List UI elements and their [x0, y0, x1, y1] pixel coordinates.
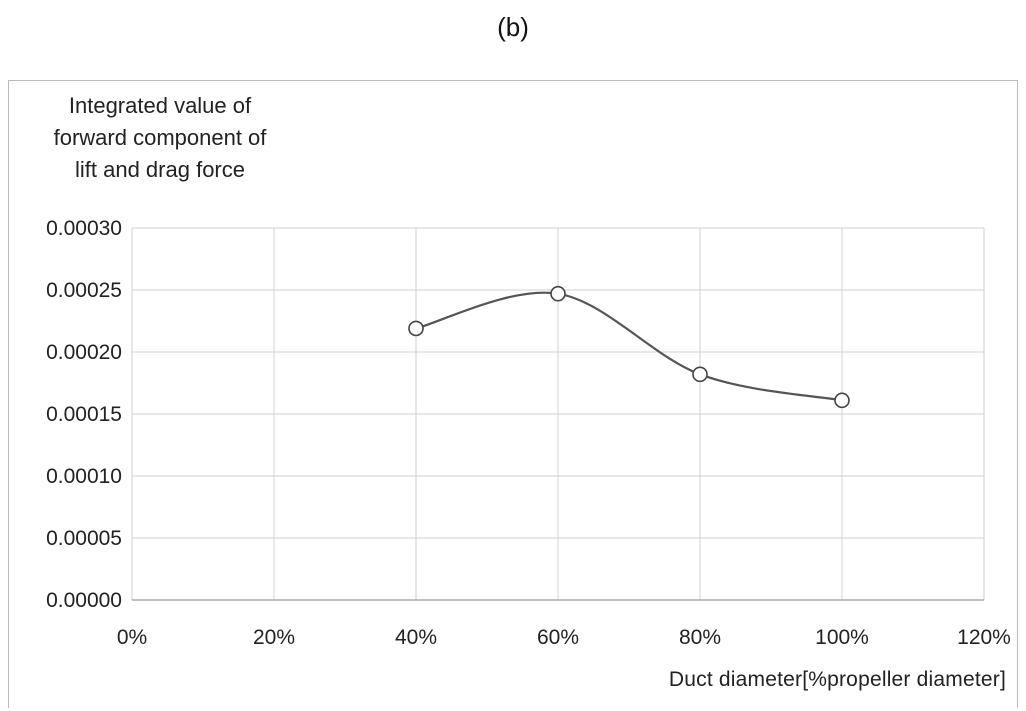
grid — [131, 227, 985, 601]
y-axis-label-line: lift and drag force — [75, 157, 245, 182]
x-tick-labels: 0% 20% 40% 60% 80% 100% 120% — [117, 626, 1011, 649]
x-axis-label: Duct diameter[%propeller diameter] — [668, 668, 1006, 691]
x-tick-label: 60% — [537, 626, 579, 649]
y-tick-label: 0.00030 — [46, 217, 122, 240]
series — [408, 285, 850, 409]
y-tick-label: 0.00015 — [46, 403, 122, 426]
chart-frame — [8, 80, 1018, 708]
data-point — [408, 320, 424, 337]
data-point — [550, 285, 566, 302]
y-tick-label: 0.00000 — [46, 589, 122, 612]
y-axis-label: Integrated value of forward component of… — [20, 90, 300, 186]
y-axis-label-line: Integrated value of — [68, 93, 252, 118]
x-tick-label: 120% — [957, 626, 1011, 649]
x-tick-label: 20% — [253, 626, 295, 649]
x-tick-label: 40% — [395, 626, 437, 649]
x-tick-label: 80% — [679, 626, 721, 649]
y-tick-label: 0.00020 — [46, 341, 122, 364]
x-tick-label: 100% — [815, 626, 869, 649]
y-tick-label: 0.00010 — [46, 465, 122, 488]
x-tick-label: 0% — [117, 626, 147, 649]
series-line — [415, 291, 843, 402]
y-tick-label: 0.00025 — [46, 279, 122, 302]
data-point — [692, 366, 708, 383]
y-axis-label-line: forward component of — [53, 125, 267, 150]
figure-label: (b) — [497, 12, 529, 42]
y-tick-label: 0.00005 — [46, 527, 122, 550]
y-tick-labels: 0.00000 0.00005 0.00010 0.00015 0.00020 0.000… — [46, 217, 122, 612]
data-point — [834, 392, 850, 409]
